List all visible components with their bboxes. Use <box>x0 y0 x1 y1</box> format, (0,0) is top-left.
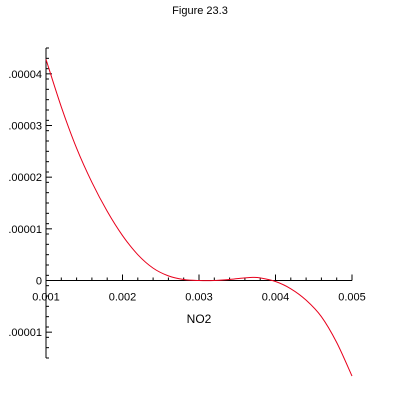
x-tick-label: 0.001 <box>32 292 60 304</box>
x-tick-label: 0.004 <box>262 292 290 304</box>
x-tick-label: 0.003 <box>185 292 213 304</box>
x-axis-title: NO2 <box>187 312 212 326</box>
x-axis-ticks: 0.001 0.002 0.003 0.004 0.005 <box>32 274 366 304</box>
y-tick-label: 0 <box>36 276 42 288</box>
x-tick-label: 0.002 <box>109 292 137 304</box>
y-axis-ticks: .00004 .00003 .00002 .00001 0 .00001 <box>8 69 52 339</box>
y-tick-label: .00001 <box>8 327 42 339</box>
series-line <box>45 59 353 377</box>
y-tick-label: .00002 <box>8 172 42 184</box>
y-tick-label: .00004 <box>8 69 42 81</box>
chart-title: Figure 23.3 <box>172 5 228 17</box>
y-axis-minor-ticks <box>46 47 49 359</box>
y-tick-label: .00003 <box>8 121 42 133</box>
x-tick-label: 0.005 <box>338 292 366 304</box>
y-tick-label: .00001 <box>8 224 42 236</box>
